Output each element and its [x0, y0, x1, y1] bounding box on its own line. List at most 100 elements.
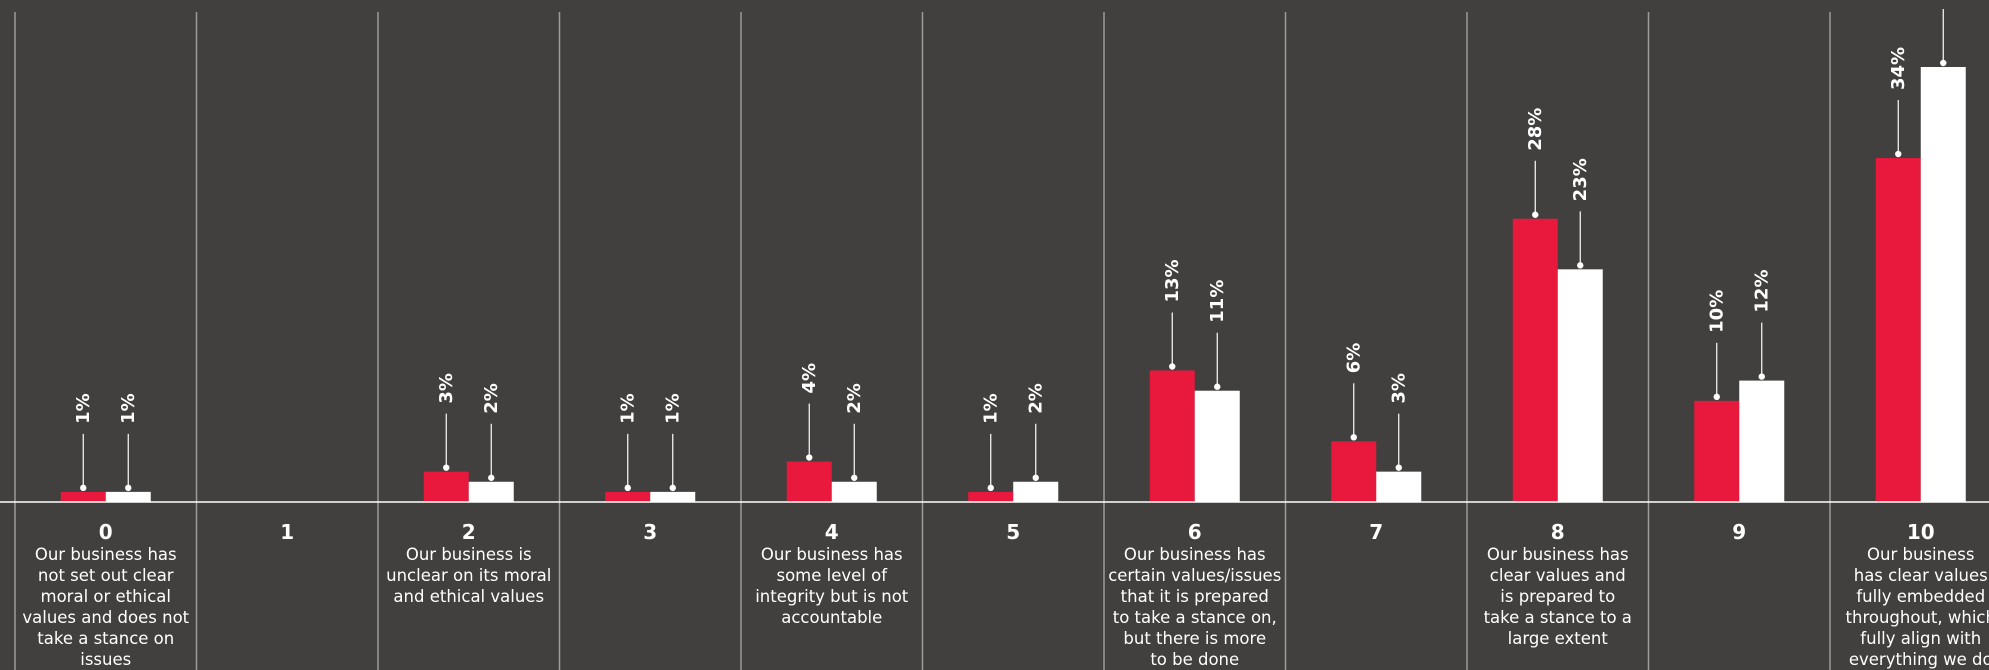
- bar-series-1-cat-2: [423, 471, 469, 502]
- category-description-line: issues: [80, 650, 131, 669]
- category-description-line: certain values/issues: [1108, 566, 1281, 585]
- data-label: 2%: [481, 383, 502, 414]
- data-label: 6%: [1344, 343, 1365, 374]
- bar-series-2-cat-0: [105, 491, 151, 502]
- leader-dot: [1214, 383, 1221, 390]
- leader-dot: [1532, 211, 1539, 218]
- data-label: 1%: [618, 393, 639, 424]
- data-label: 23%: [1570, 158, 1591, 201]
- x-tick-label: 7: [1369, 520, 1383, 544]
- category-description-line: unclear on its moral: [386, 566, 551, 585]
- x-tick-label: 10: [1907, 520, 1935, 544]
- leader-dot: [1395, 464, 1402, 471]
- leader-dot: [1577, 262, 1584, 269]
- leader-dot: [624, 484, 631, 492]
- data-label: 3%: [436, 373, 457, 404]
- category-description-line: but there is more: [1123, 629, 1266, 648]
- data-label: 1%: [118, 393, 139, 424]
- category-description-line: accountable: [781, 608, 882, 627]
- bar-series-1-cat-7: [1331, 441, 1377, 502]
- bars-layer: [60, 67, 1966, 502]
- category-description-line: moral or ethical: [41, 587, 171, 606]
- category-description-line: take a stance to a: [1484, 608, 1632, 627]
- category-description-line: integrity but is not: [755, 587, 909, 606]
- bar-series-2-cat-6: [1194, 390, 1240, 502]
- data-label: 10%: [1707, 290, 1728, 333]
- leader-dot: [1169, 363, 1176, 370]
- bar-series-1-cat-9: [1694, 400, 1740, 502]
- bar-series-1-cat-6: [1149, 370, 1195, 502]
- category-descriptions: Our business has not set out clear moral o…: [22, 545, 1989, 669]
- category-description-line: large extent: [1508, 629, 1609, 648]
- category-description-line: fully embedded: [1856, 587, 1985, 606]
- category-description-line: some level of: [776, 566, 888, 585]
- category-description-line: Our business has: [761, 545, 903, 564]
- data-label: 1%: [663, 393, 684, 424]
- data-label: 3%: [1389, 373, 1410, 404]
- data-label: 34%: [1888, 47, 1909, 90]
- leader-dot: [1713, 393, 1720, 401]
- category-description-line: Our business has: [1487, 545, 1629, 564]
- data-label: 2%: [1026, 383, 1047, 414]
- bar-series-1-cat-5: [968, 491, 1014, 502]
- x-tick-label: 0: [99, 520, 113, 544]
- category-description-line: Our business: [1867, 545, 1974, 564]
- leader-dot: [80, 484, 87, 492]
- bar-series-2-cat-8: [1557, 269, 1603, 502]
- data-label: 13%: [1162, 259, 1183, 302]
- x-tick-label: 4: [825, 520, 839, 544]
- category-description-line: everything we do: [1849, 650, 1989, 669]
- leader-lines-layer: [80, 9, 1947, 492]
- bar-series-2-cat-7: [1376, 471, 1422, 502]
- category-description-line: clear values and: [1490, 566, 1626, 585]
- leader-dot: [1758, 373, 1765, 380]
- leader-dot: [488, 474, 495, 481]
- data-label: 28%: [1525, 108, 1546, 151]
- category-description-line: not set out clear: [38, 566, 174, 585]
- data-label: 2%: [844, 383, 865, 414]
- bar-series-2-cat-3: [650, 491, 696, 502]
- column-dividers: [14, 12, 1831, 670]
- leader-dot: [851, 474, 858, 481]
- bar-series-2-cat-5: [1013, 481, 1059, 502]
- leader-dot: [125, 484, 132, 492]
- bar-series-1-cat-4: [786, 461, 832, 502]
- category-description-line: and ethical values: [393, 587, 544, 606]
- category-description-line: take a stance on: [37, 629, 174, 648]
- x-tick-labels: 0 1 2 3 4 5 6 7 8 9 10: [99, 520, 1935, 544]
- bar-series-1-cat-8: [1512, 218, 1558, 502]
- leader-dot: [1940, 59, 1947, 67]
- data-labels-layer: 1% 1% 3% 2% 1% 1% 4% 2% 1% 2% 13% 11% 6% 3% 28% 23% 10% 1…: [73, 47, 1909, 424]
- category-description-line: values and does not: [22, 608, 189, 627]
- bar-series-1-cat-10: [1875, 158, 1921, 502]
- category-description-line: Our business is: [406, 545, 532, 564]
- category-description-line: Our business has: [35, 545, 177, 564]
- data-label: 11%: [1207, 280, 1228, 323]
- category-description-line: throughout, which: [1846, 608, 1989, 627]
- leader-dot: [1895, 150, 1902, 158]
- category-description-line: to be done: [1150, 650, 1239, 669]
- x-tick-label: 9: [1732, 520, 1746, 544]
- x-tick-label: 2: [462, 520, 476, 544]
- data-label: 1%: [73, 393, 94, 424]
- leader-dot: [1350, 434, 1357, 441]
- data-label: 12%: [1752, 270, 1773, 313]
- x-tick-label: 6: [1188, 520, 1202, 544]
- bar-series-1-cat-0: [60, 491, 106, 502]
- leader-dot: [443, 464, 450, 471]
- x-tick-label: 1: [280, 520, 294, 544]
- data-label: 1%: [981, 393, 1002, 424]
- leader-dot: [1032, 474, 1039, 481]
- leader-dot: [806, 454, 813, 461]
- bar-series-2-cat-9: [1739, 380, 1785, 502]
- category-description-line: that it is prepared: [1121, 587, 1269, 606]
- category-description-line: is prepared to: [1500, 587, 1615, 606]
- bar-series-2-cat-4: [831, 481, 877, 502]
- category-description-line: has clear values: [1854, 566, 1988, 585]
- category-description-line: fully align with: [1860, 629, 1981, 648]
- x-tick-label: 8: [1551, 520, 1565, 544]
- category-description-line: to take a stance on,: [1113, 608, 1277, 627]
- bar-series-2-cat-2: [468, 481, 514, 502]
